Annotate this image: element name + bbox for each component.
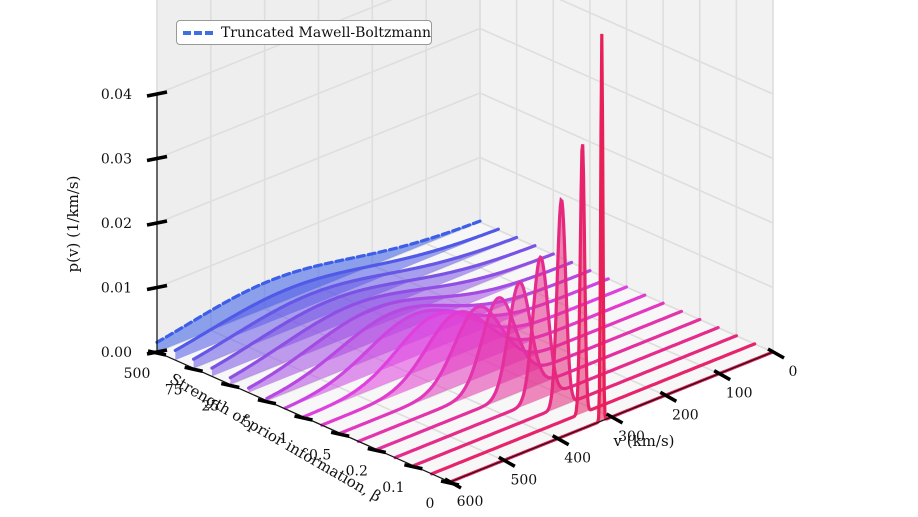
beta-tick-label: 75 — [165, 382, 183, 398]
legend-label: Truncated Mawell-Boltzmann — [220, 24, 431, 41]
v-tick — [713, 369, 732, 382]
grid-line-p-right — [559, 0, 774, 95]
v-tick-label: 600 — [457, 494, 484, 510]
series-line — [192, 235, 519, 361]
beta-tick-label: 0 — [426, 496, 435, 512]
beta-tick-label: 1 — [279, 431, 288, 447]
beta-tick — [257, 398, 277, 406]
legend: Truncated Mawell-Boltzmann — [176, 20, 432, 45]
beta-tick — [440, 479, 460, 487]
maxwell-boltzmann-curve — [155, 219, 482, 344]
v-tick — [767, 347, 785, 360]
beta-tick — [220, 381, 240, 390]
series-line — [411, 196, 738, 468]
p-tick — [146, 90, 168, 98]
p-tick-label: 0.03 — [101, 152, 132, 168]
v-tick — [659, 390, 678, 403]
tick-labels: 0.00 0.01 0.02 0.03 0.04 0 100 200 300 400 500 600 5… — [101, 87, 798, 512]
beta-tick — [294, 414, 313, 422]
series-curves — [155, 33, 775, 484]
v-tick — [605, 412, 624, 425]
v-tick — [497, 455, 516, 468]
beta-tick — [403, 463, 423, 471]
grid-line-p-right — [479, 92, 774, 224]
beta-tick-label: 25 — [201, 399, 219, 415]
series-line — [173, 227, 500, 352]
series-line — [283, 277, 610, 410]
v-tick-label: 300 — [618, 429, 645, 445]
v-tick-label: 500 — [510, 472, 537, 488]
v-axis-title: v (km/s) — [612, 432, 674, 450]
p-axis-title: p(v) (1/km/s) — [64, 176, 82, 273]
beta-tick-label: 0.2 — [346, 464, 368, 480]
beta-tick — [367, 446, 387, 455]
beta-tick-label: 0.1 — [382, 480, 404, 496]
p-tick — [146, 154, 168, 163]
grid-line-p-left — [156, 27, 481, 160]
grid-line-p-left — [156, 156, 481, 289]
p-tick-label: 0.02 — [101, 216, 132, 232]
series-line — [210, 244, 537, 370]
beta-tick — [147, 349, 167, 357]
legend-dashed-swatch — [183, 30, 213, 35]
v-tick-label: 0 — [789, 364, 798, 380]
v-tick — [551, 434, 570, 447]
v-tick-label: 100 — [726, 386, 753, 402]
v-tick-label: 200 — [672, 407, 699, 423]
series-line — [228, 252, 555, 380]
beta-tick — [330, 430, 350, 438]
beta-tick-label: 500 — [124, 366, 151, 382]
v-tick-label: 400 — [564, 451, 591, 467]
beta-tick-label: 5 — [242, 415, 251, 431]
p-tick — [146, 283, 168, 292]
series-line — [430, 144, 757, 476]
p-tick — [146, 219, 168, 227]
tick-marks — [146, 90, 785, 490]
p-tick-label: 0.04 — [101, 87, 132, 103]
beta-tick-label: 0.5 — [309, 447, 331, 463]
p-tick-label: 0.00 — [101, 345, 132, 361]
beta-tick — [184, 365, 204, 373]
grid-line-p-right — [479, 156, 774, 289]
grid-line-p-left — [156, 92, 481, 224]
p-tick-label: 0.01 — [101, 281, 132, 297]
grid-line-p-right — [479, 27, 774, 160]
